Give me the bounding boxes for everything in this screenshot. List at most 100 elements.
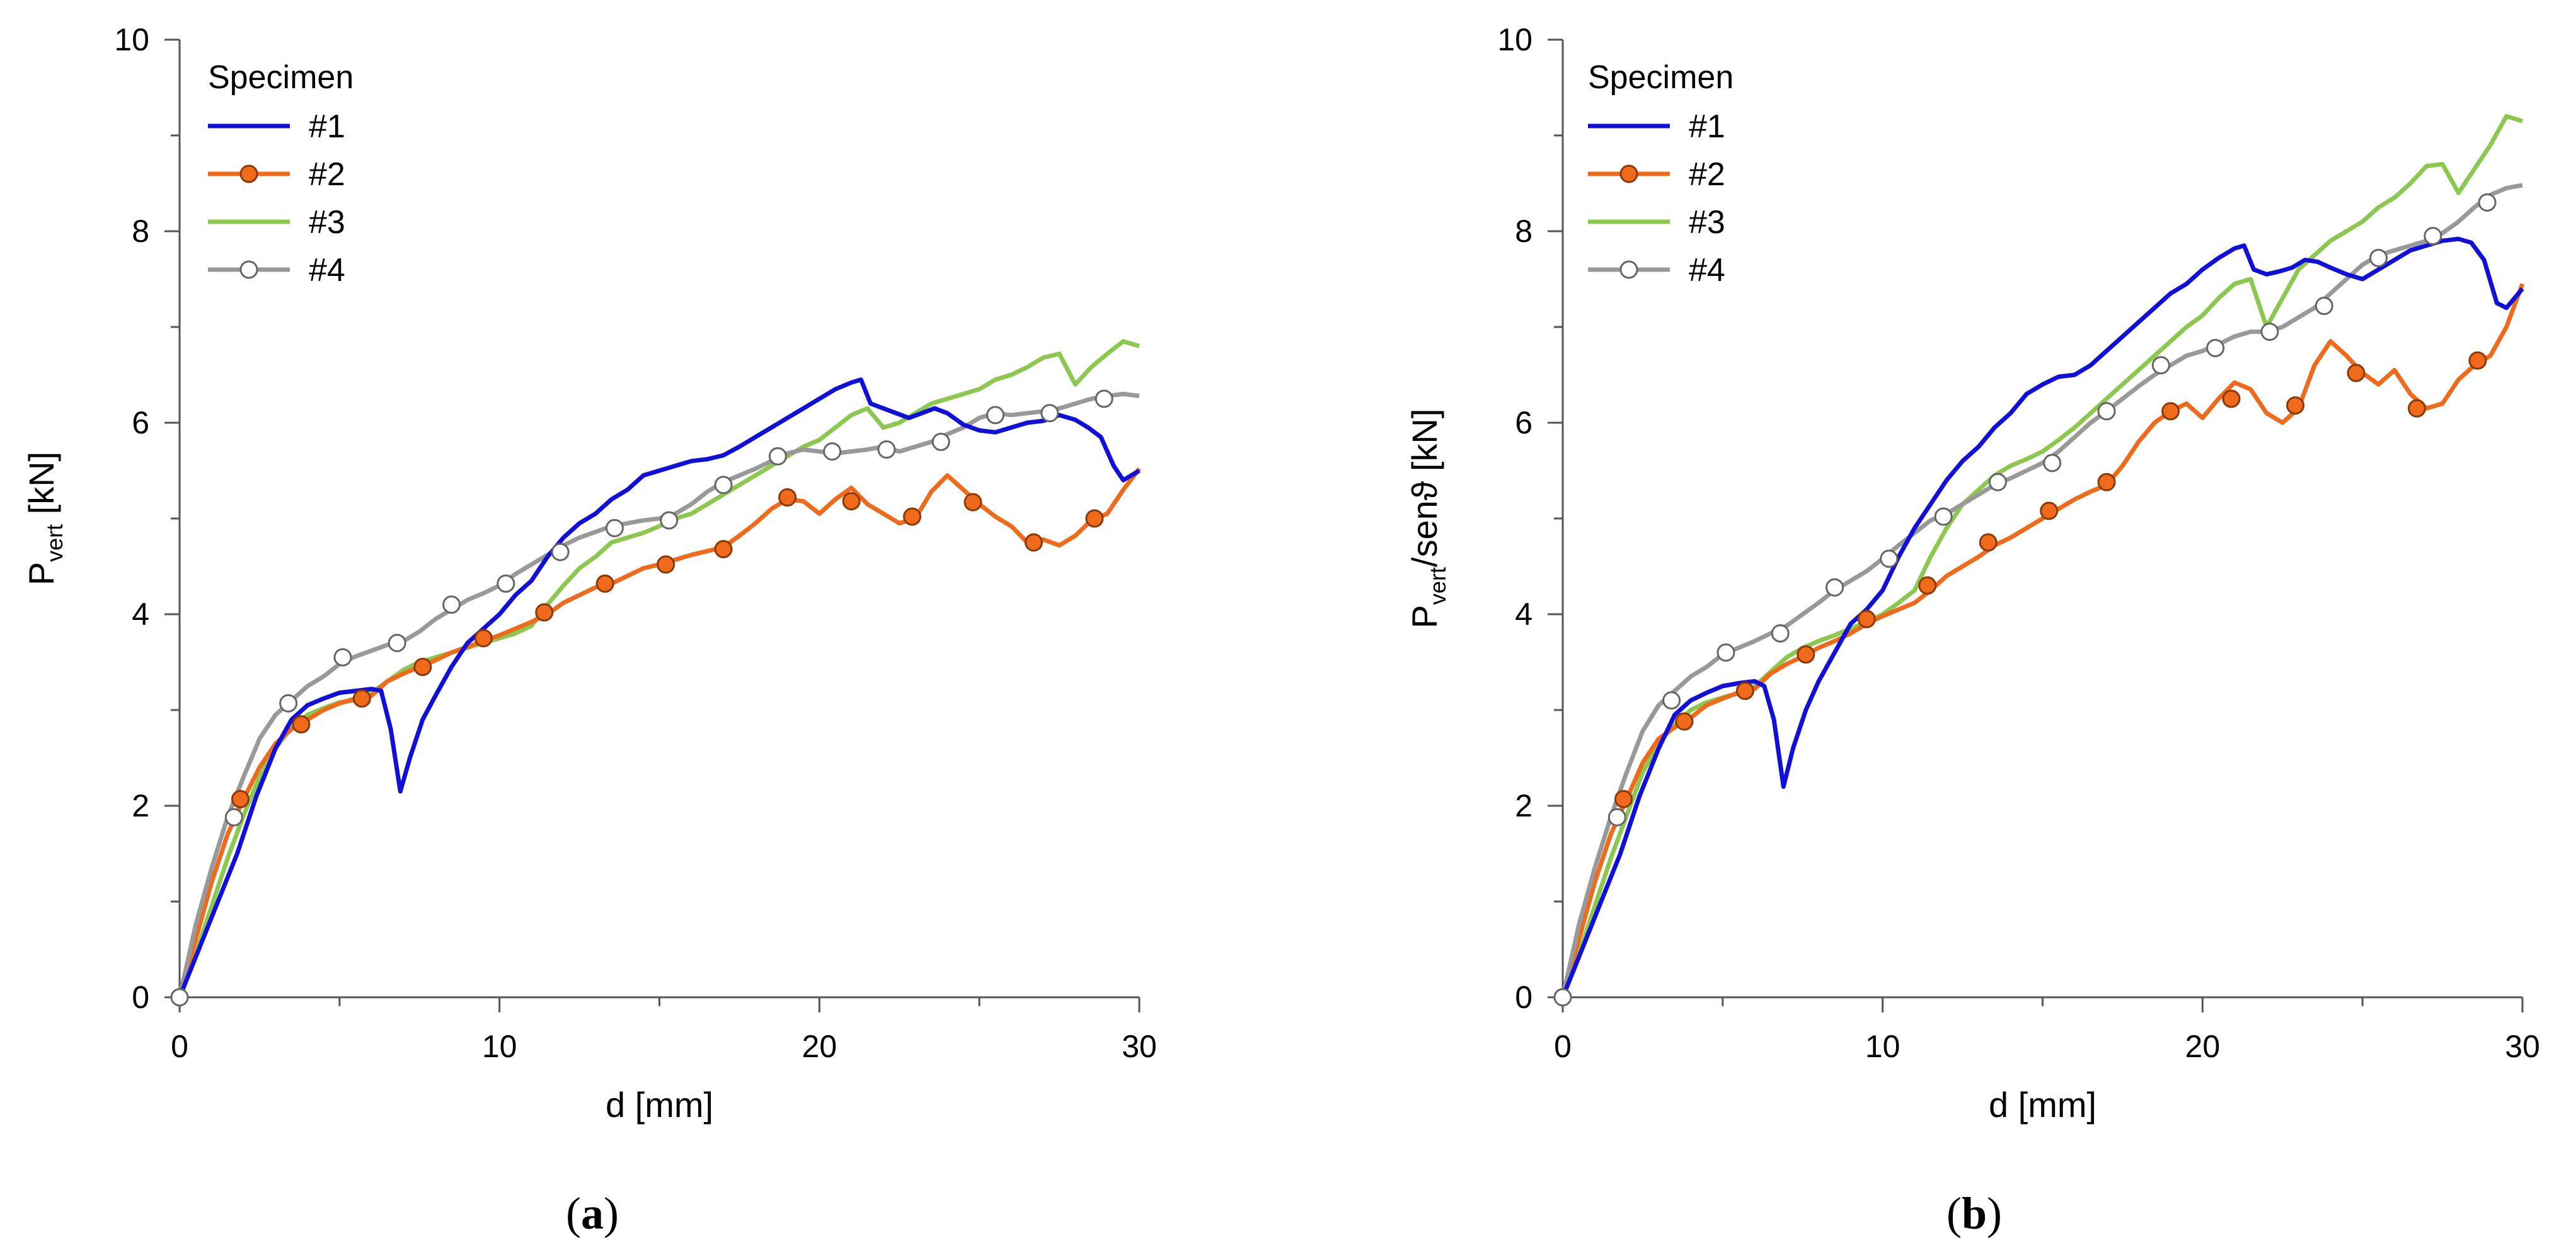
caption-letter: b: [1962, 1188, 1987, 1239]
data-point-specimen-4: [877, 440, 896, 459]
data-point-specimen-4: [605, 518, 624, 537]
data-point-specimen-2: [595, 574, 614, 593]
series-line-specimen-4: [1560, 183, 2523, 998]
data-point-specimen-4: [1771, 624, 1790, 643]
series-line-specimen-1: [1560, 236, 2524, 999]
x-tick-label: 20: [802, 1029, 837, 1064]
data-point-specimen-4: [2314, 297, 2333, 316]
caption-open-paren: (: [566, 1188, 581, 1239]
data-point-specimen-2: [1979, 533, 1998, 552]
data-point-specimen-4: [1662, 691, 1681, 710]
chart-panel-b: 0 2 4 6 8 10 0 10 20 30 d [mm] Pvert/senϑ [kN] Speci…: [1405, 22, 2540, 1239]
data-point-specimen-4: [2369, 249, 2388, 268]
series-line-specimen-2: [177, 467, 1141, 998]
data-point-specimen-2: [1085, 509, 1104, 528]
data-point-specimen-4: [1716, 643, 1735, 662]
series-line-specimen-3: [177, 339, 1141, 999]
data-point-specimen-4: [768, 447, 787, 466]
data-point-specimen-4: [333, 648, 352, 667]
data-point-specimen-2: [657, 555, 676, 574]
y-tick-label: 6: [132, 405, 149, 440]
y-tick-label: 10: [114, 22, 149, 57]
x-tick-label: 20: [2185, 1029, 2221, 1064]
data-point-specimen-2: [474, 629, 493, 648]
data-point-specimen-2: [231, 789, 250, 808]
y-axis-title-subscript: vert: [1425, 567, 1451, 605]
data-point-specimen-2: [2407, 399, 2426, 418]
legend-marker-specimen-2: [239, 164, 258, 183]
x-tick-label: 30: [1122, 1029, 1157, 1064]
data-point-specimen-4: [388, 634, 406, 653]
data-point-specimen-2: [842, 492, 861, 511]
legend-label-specimen-1: #1: [309, 108, 345, 145]
data-point-specimen-4: [1880, 549, 1899, 568]
chart-panel-a: 0 2 4 6 8 10 0 10 20 30 d [mm] Pvert [kN] Specimen #1…: [21, 22, 1157, 1239]
data-point-specimen-4: [1553, 988, 1572, 1007]
y-axis-title-unit: /senϑ [kN]: [1405, 409, 1444, 568]
data-point-specimen-4: [170, 988, 189, 1007]
y-axis-title-unit: [kN]: [21, 452, 61, 524]
data-point-specimen-4: [1607, 808, 1626, 827]
y-tick-label: 4: [1515, 597, 1532, 632]
data-point-specimen-2: [2286, 396, 2305, 415]
y-tick-label: 6: [1515, 405, 1532, 440]
legend: Specimen #1 #2 #3 #4: [1588, 59, 1734, 289]
data-point-specimen-4: [224, 808, 243, 827]
data-point-specimen-2: [2097, 472, 2116, 491]
series-line-specimen-4: [177, 391, 1140, 998]
panel-caption: (a): [566, 1188, 619, 1239]
legend-marker-specimen-4: [239, 260, 258, 279]
data-point-specimen-2: [1675, 712, 1694, 731]
legend-label-specimen-4: #4: [309, 252, 345, 289]
data-point-specimen-4: [497, 574, 515, 593]
data-point-specimen-2: [2161, 402, 2180, 421]
y-axis-title-main: P: [1405, 605, 1444, 628]
y-axis-title: Pvert/senϑ [kN]: [1405, 409, 1451, 629]
y-tick-label: 8: [132, 214, 149, 249]
data-point-specimen-4: [1988, 472, 2007, 491]
caption-close-paren: ): [604, 1188, 619, 1239]
data-point-specimen-2: [2040, 501, 2059, 520]
data-point-specimen-2: [1797, 645, 1815, 664]
data-point-specimen-4: [442, 595, 461, 614]
data-point-specimen-2: [292, 715, 311, 734]
data-point-specimen-2: [2468, 351, 2487, 370]
data-point-specimen-2: [535, 603, 554, 622]
legend-marker-specimen-4: [1619, 260, 1638, 279]
legend: Specimen #1 #2 #3 #4: [208, 59, 354, 289]
legend-label-specimen-3: #3: [309, 204, 345, 241]
data-point-specimen-4: [2424, 227, 2442, 246]
y-axis-title: Pvert [kN]: [21, 452, 67, 586]
y-axis-title-subscript: vert: [42, 524, 67, 562]
legend-label-specimen-4: #4: [1689, 252, 1725, 289]
y-tick-label: 2: [1515, 788, 1532, 823]
legend-marker-specimen-2: [1619, 164, 1638, 183]
data-point-specimen-2: [963, 493, 982, 512]
caption-open-paren: (: [1946, 1188, 1962, 1239]
data-point-specimen-4: [931, 432, 950, 451]
y-tick-label: 8: [1515, 214, 1532, 249]
data-point-specimen-4: [551, 542, 570, 561]
data-point-specimen-4: [823, 442, 842, 461]
data-point-specimen-4: [714, 476, 733, 495]
data-point-specimen-4: [1934, 507, 1953, 526]
data-point-specimen-4: [2043, 454, 2062, 472]
data-point-specimen-2: [1918, 576, 1937, 595]
series-line-specimen-3: [1560, 114, 2524, 999]
legend-title: Specimen: [208, 59, 354, 96]
data-point-specimen-2: [413, 658, 432, 677]
data-point-specimen-2: [1735, 682, 1754, 701]
panel-caption: (b): [1946, 1188, 2002, 1239]
x-axis-title: d [mm]: [606, 1085, 713, 1125]
y-tick-label: 0: [132, 980, 149, 1015]
data-point-specimen-4: [2260, 323, 2279, 341]
data-point-specimen-4: [2206, 338, 2225, 357]
x-axis-title: d [mm]: [1989, 1085, 2096, 1125]
legend-label-specimen-1: #1: [1689, 108, 1725, 145]
data-point-specimen-2: [1024, 533, 1043, 552]
x-tick-label: 10: [1865, 1029, 1900, 1064]
x-tick-label: 10: [482, 1029, 517, 1064]
y-tick-label: 2: [132, 788, 149, 823]
y-tick-label: 0: [1515, 980, 1532, 1015]
data-point-specimen-4: [279, 694, 298, 713]
